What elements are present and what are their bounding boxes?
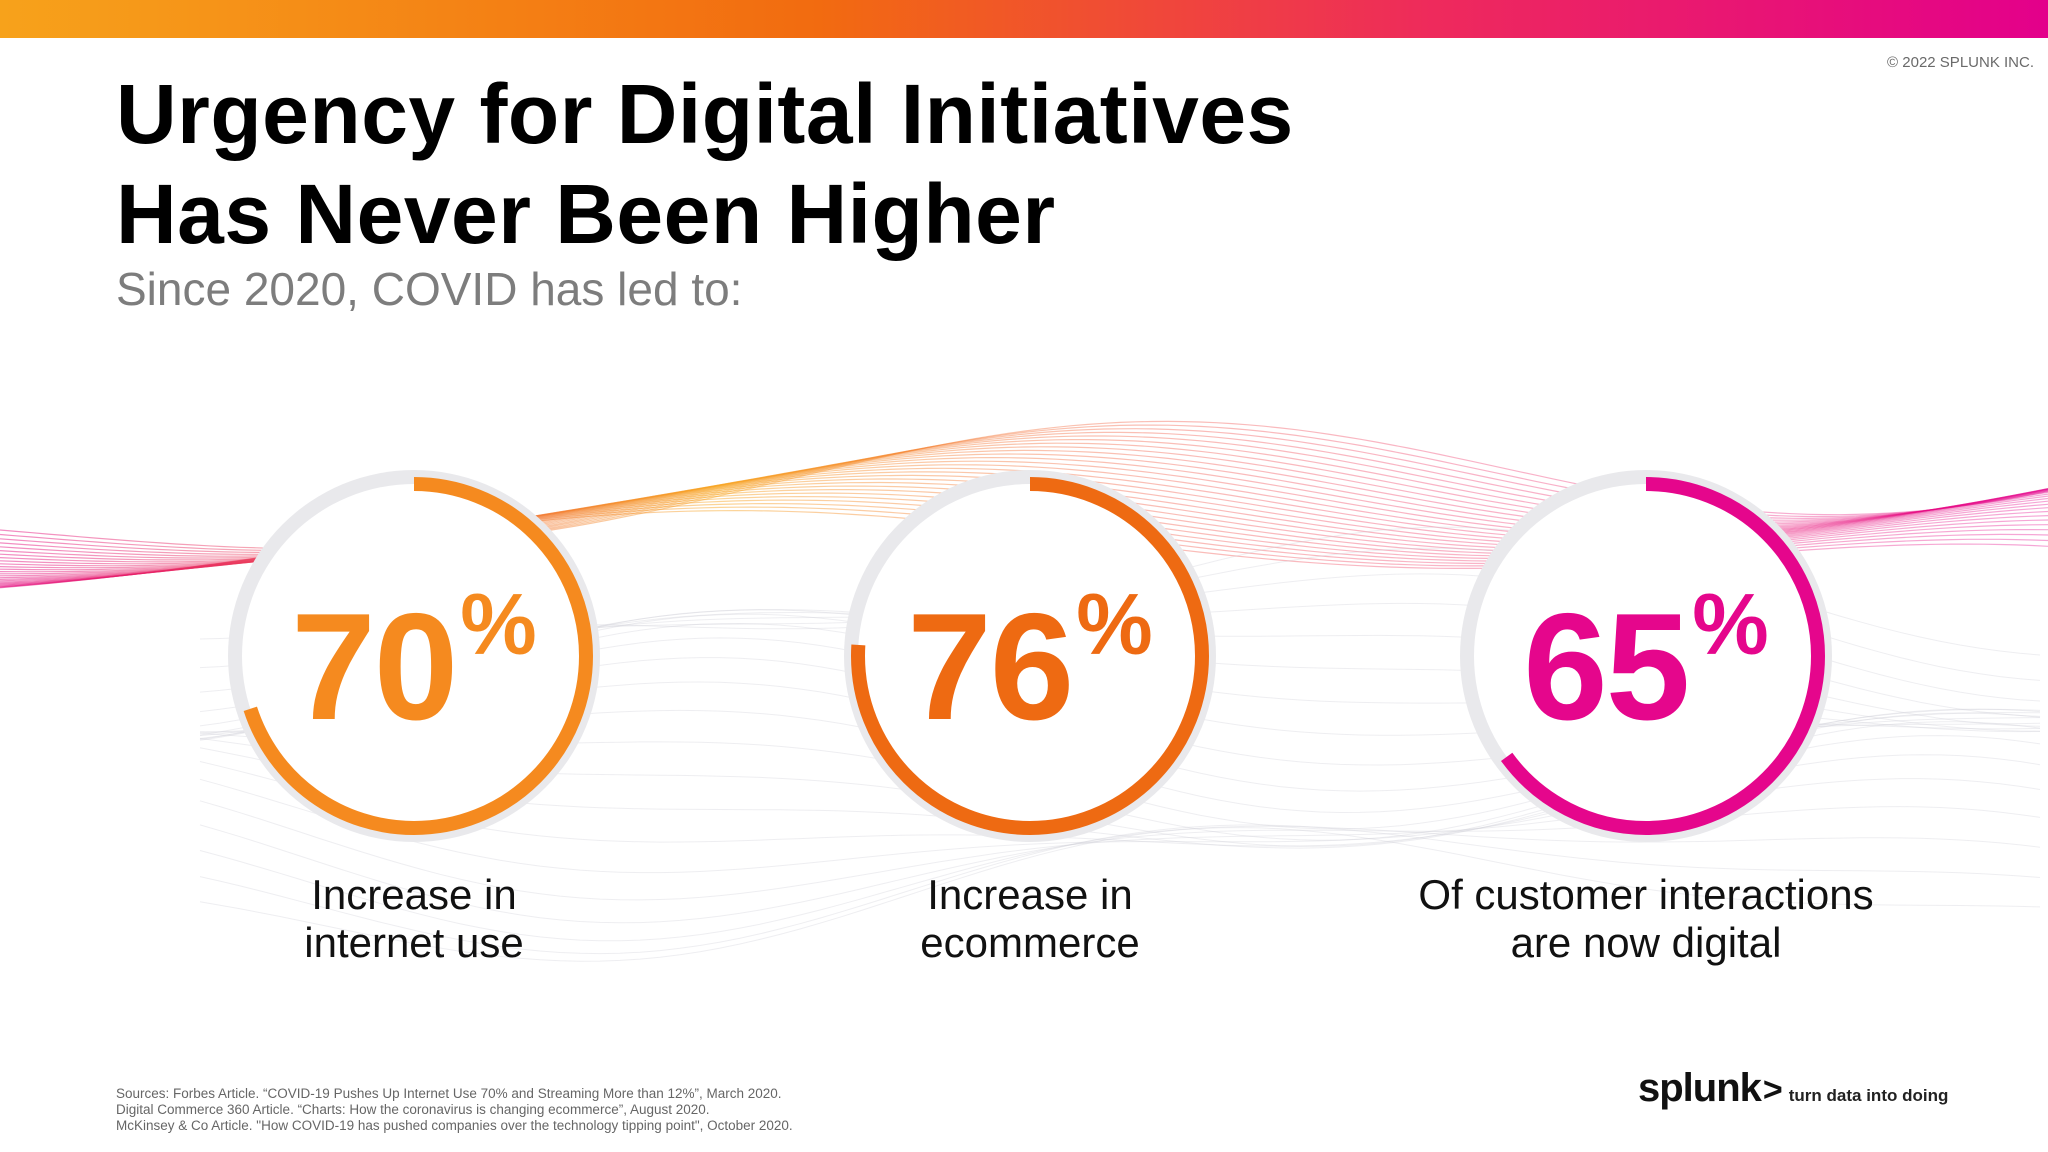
label-line: internet use: [304, 919, 524, 966]
source-line: McKinsey & Co Article. "How COVID-19 has…: [116, 1118, 793, 1133]
progress-arc-ecommerce: [851, 477, 1209, 835]
brand-tagline: turn data into doing: [1788, 1086, 1949, 1105]
stat-number-ecommerce: 76: [907, 582, 1074, 752]
page-title: Urgency for Digital Initiatives Has Neve…: [116, 64, 1294, 264]
source-line: Sources: Forbes Article. “COVID-19 Pushe…: [116, 1086, 782, 1101]
stat-label-ecommerce: Increase in ecommerce: [750, 871, 1310, 967]
progress-ring-customer-interactions: [1460, 470, 1832, 842]
stat-ecommerce: 76 % Increase in ecommerce: [840, 466, 1220, 966]
label-line: Increase in: [311, 871, 517, 918]
copyright-notice: © 2022 SPLUNK INC.: [1887, 54, 2034, 71]
page-subtitle: Since 2020, COVID has led to:: [116, 263, 743, 315]
stat-internet-use: 70 % Increase in internet use: [224, 466, 604, 966]
stat-value-customer-interactions: 65 %: [1456, 466, 1836, 846]
source-line: Digital Commerce 360 Article. “Charts: H…: [116, 1102, 710, 1117]
title-line-1: Urgency for Digital Initiatives: [116, 67, 1294, 161]
progress-ring-ecommerce: [844, 470, 1216, 842]
stat-customer-interactions: 65 % Of customer interactions are now di…: [1418, 466, 1874, 966]
percent-sign-ecommerce: %: [1076, 577, 1153, 673]
label-line: Of customer interactions: [1418, 871, 1874, 918]
percent-sign-customer-interactions: %: [1692, 577, 1769, 673]
stat-number-internet-use: 70: [291, 582, 458, 752]
label-line: are now digital: [1510, 919, 1782, 966]
percent-sign-internet-use: %: [460, 577, 537, 673]
progress-ring-internet-use: [228, 470, 600, 842]
stat-value-ecommerce: 76 %: [840, 466, 1220, 846]
top-gradient-bar: [0, 0, 2048, 38]
splunk-brand: splunk > turn data into doing: [1638, 1066, 1948, 1111]
sources-footnote: Sources: Forbes Article. “COVID-19 Pushe…: [116, 1086, 793, 1134]
stat-label-customer-interactions: Of customer interactions are now digital: [1366, 871, 1926, 967]
chevron-right-icon: >: [1762, 1071, 1783, 1109]
stat-number-customer-interactions: 65: [1523, 582, 1690, 752]
label-line: ecommerce: [920, 919, 1140, 966]
stat-value-internet-use: 70 %: [224, 466, 604, 846]
progress-arc-customer-interactions: [1467, 477, 1825, 835]
progress-arc-internet-use: [235, 477, 593, 835]
title-line-2: Has Never Been Higher: [116, 167, 1056, 261]
label-line: Increase in: [927, 871, 1133, 918]
splunk-logo: splunk: [1638, 1066, 1762, 1110]
stat-label-internet-use: Increase in internet use: [134, 871, 694, 967]
